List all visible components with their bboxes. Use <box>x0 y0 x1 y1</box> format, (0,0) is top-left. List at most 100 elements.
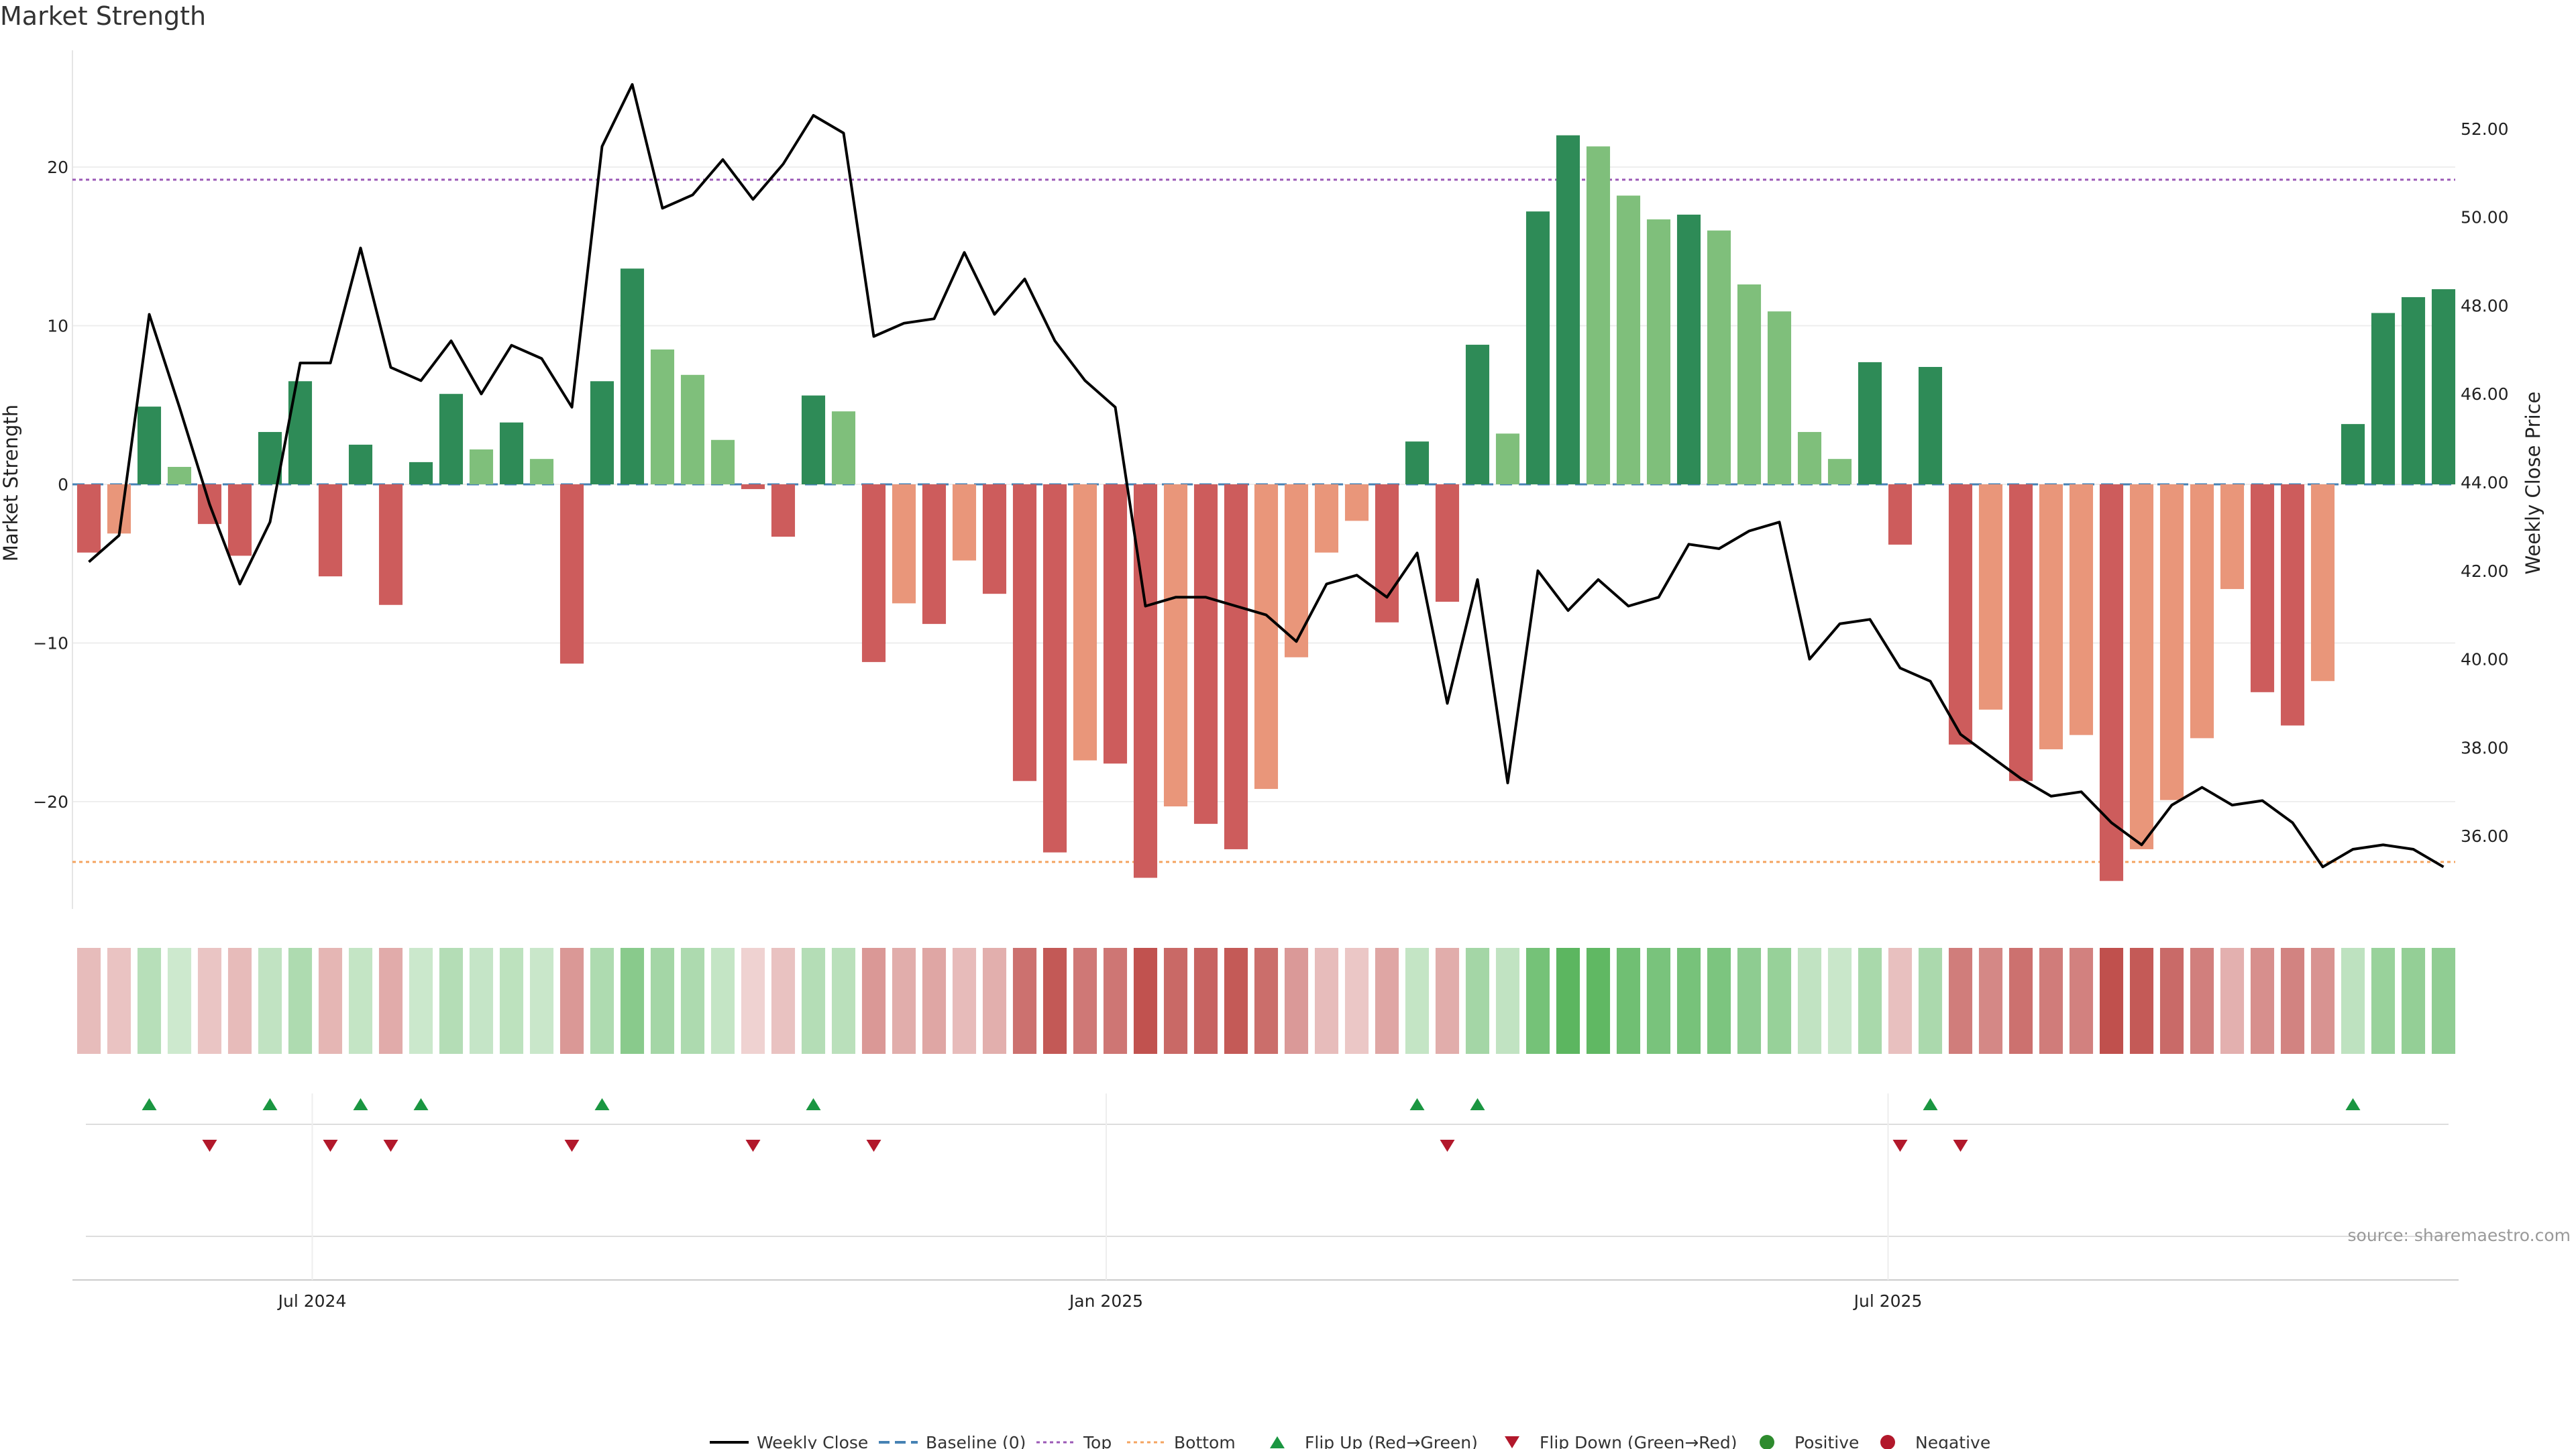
heat-cell <box>1103 948 1128 1054</box>
heat-cell <box>1676 948 1701 1054</box>
heat-cell <box>1586 948 1611 1054</box>
strength-bar <box>1103 484 1128 764</box>
heat-cell <box>590 948 614 1054</box>
strength-bar <box>348 444 373 484</box>
strength-bar <box>2008 484 2033 782</box>
legend-swatch-negative <box>1880 1435 1895 1449</box>
heat-cell <box>439 948 464 1054</box>
strength-bar <box>469 449 494 484</box>
flip-up-marker <box>594 1098 610 1110</box>
heat-cell <box>2310 948 2335 1054</box>
heat-cell <box>2371 948 2396 1054</box>
strength-bar <box>1888 484 1913 545</box>
heat-cell <box>1888 948 1913 1054</box>
legend-item: Flip Up (Red→Green) <box>1270 1433 1478 1449</box>
heat-cell <box>2099 948 2124 1054</box>
heat-cell <box>892 948 916 1054</box>
strength-bar <box>801 395 826 484</box>
strength-bar <box>1344 484 1369 521</box>
flip-down-marker <box>564 1140 580 1152</box>
legend-item: Bottom <box>1127 1433 1236 1449</box>
heat-cell <box>2069 948 2094 1054</box>
heat-cell <box>831 948 856 1054</box>
strength-bar <box>1707 230 1731 484</box>
strength-bar <box>439 394 464 484</box>
heat-cell <box>1616 948 1641 1054</box>
strength-bar <box>409 462 433 484</box>
heat-cell <box>348 948 373 1054</box>
y2-tick-label: 38.00 <box>2461 738 2509 757</box>
strength-bar <box>107 484 131 534</box>
heat-cell <box>710 948 735 1054</box>
flip-down-marker <box>383 1140 398 1152</box>
strength-bar <box>2190 484 2214 739</box>
y-tick-label: 10 <box>47 317 68 336</box>
strength-bar <box>771 484 796 537</box>
heat-cell <box>620 948 645 1054</box>
strength-bar <box>2250 484 2275 692</box>
y2-tick-label: 50.00 <box>2461 208 2509 227</box>
strength-bar <box>76 484 101 553</box>
strength-bar <box>922 484 947 625</box>
strength-bar <box>1556 135 1580 484</box>
legend-label: Negative <box>1915 1433 1990 1449</box>
heat-cell <box>1918 948 1943 1054</box>
strength-bar <box>499 422 524 484</box>
flip-down-marker <box>1892 1140 1908 1152</box>
strength-bar <box>952 484 977 561</box>
heat-cell <box>2039 948 2063 1054</box>
heat-cell <box>197 948 222 1054</box>
legend-label: Positive <box>1794 1433 1859 1449</box>
strength-bar <box>1858 362 1882 484</box>
heat-cell <box>2280 948 2305 1054</box>
flip-up-marker <box>353 1098 368 1110</box>
strength-bar <box>529 459 554 484</box>
heat-cell <box>1284 948 1309 1054</box>
strength-bar <box>2431 289 2456 484</box>
heat-cell <box>1193 948 1218 1054</box>
strength-bar <box>1073 484 1097 761</box>
source-label: source: sharemaestro.com <box>2348 1226 2571 1245</box>
x-axis: Jul 2024 Jan 2025 Jul 2025 <box>72 1093 2459 1311</box>
strength-bar <box>2401 297 2426 484</box>
heat-cell <box>1012 948 1037 1054</box>
heat-cell <box>1737 948 1762 1054</box>
strength-bar <box>741 484 765 490</box>
heat-cell <box>318 948 343 1054</box>
strength-bar <box>1495 433 1520 484</box>
heat-cell <box>409 948 433 1054</box>
heat-cell <box>1767 948 1792 1054</box>
flip-down-marker <box>202 1140 217 1152</box>
heat-cell <box>801 948 826 1054</box>
heat-cell <box>2341 948 2365 1054</box>
legend: Weekly Close Baseline (0) Top Bottom Flip Up… <box>710 1433 1990 1449</box>
heat-cell <box>76 948 101 1054</box>
strength-bar <box>378 484 403 605</box>
heat-cell <box>167 948 192 1054</box>
flip-up-marker <box>1923 1098 1938 1110</box>
legend-label: Flip Up (Red→Green) <box>1305 1433 1478 1449</box>
heat-cell <box>499 948 524 1054</box>
heat-cell <box>952 948 977 1054</box>
flip-down-marker <box>1953 1140 1968 1152</box>
strength-bar <box>2371 313 2396 484</box>
flip-down-marker <box>745 1140 761 1152</box>
strength-bar <box>1525 211 1550 484</box>
page-title: Market Strength <box>0 1 207 31</box>
heat-cell <box>1314 948 1339 1054</box>
legend-item: Weekly Close <box>710 1433 868 1449</box>
heat-cell <box>1525 948 1550 1054</box>
strength-bar <box>288 381 313 484</box>
strength-bar <box>1797 431 1822 484</box>
heat-cell <box>1948 948 1973 1054</box>
x-tick-label: Jul 2024 <box>277 1291 347 1311</box>
flip-down-marker <box>866 1140 881 1152</box>
strength-bar <box>2280 484 2305 726</box>
strength-bar <box>1676 214 1701 484</box>
y-tick-label: 20 <box>47 158 68 177</box>
heat-cell <box>1224 948 1248 1054</box>
strength-bar <box>2310 484 2335 682</box>
strength-bar <box>1284 484 1309 657</box>
y2-axis-title: Weekly Close Price <box>2522 392 2544 575</box>
strength-bar <box>680 374 705 484</box>
